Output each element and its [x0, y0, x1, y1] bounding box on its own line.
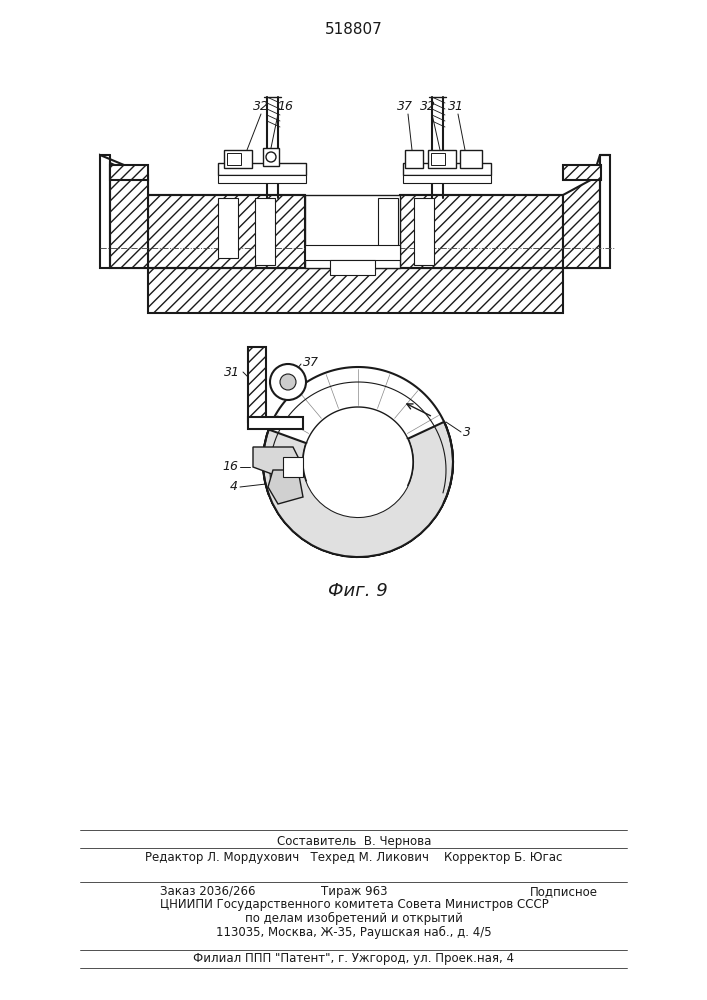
Bar [414, 198, 434, 265]
Bar [148, 268, 563, 313]
Bar [248, 417, 303, 429]
Polygon shape [268, 470, 303, 504]
Text: 31: 31 [448, 100, 464, 113]
Text: ЦНИИПИ Государственного комитета Совета Министров СССР: ЦНИИПИ Государственного комитета Совета … [160, 898, 549, 911]
Bar [305, 195, 400, 268]
Text: 16: 16 [277, 100, 293, 113]
Text: Заказ 2036/266: Заказ 2036/266 [160, 885, 255, 898]
Text: 16: 16 [222, 460, 238, 474]
Bar [403, 175, 491, 183]
Text: 37: 37 [303, 356, 319, 368]
Text: 32: 32 [253, 100, 269, 113]
Bar [218, 198, 238, 258]
Polygon shape [110, 163, 148, 268]
Bar [218, 163, 306, 175]
Text: 518807: 518807 [325, 22, 383, 37]
Text: по делам изобретений и открытий: по делам изобретений и открытий [245, 912, 463, 925]
Text: Филиал ППП "Патент", г. Ужгород, ул. Проек.ная, 4: Филиал ППП "Патент", г. Ужгород, ул. Про… [194, 952, 515, 965]
Bar [330, 260, 375, 275]
Polygon shape [400, 195, 563, 268]
Bar [403, 163, 491, 175]
Polygon shape [253, 447, 303, 480]
Wedge shape [263, 422, 453, 557]
Text: Фиг. 9: Фиг. 9 [328, 582, 388, 600]
Text: Составитель  В. Чернова: Составитель В. Чернова [277, 835, 431, 848]
Bar [283, 457, 303, 477]
Text: 4: 4 [230, 481, 238, 493]
Bar [405, 150, 423, 168]
Bar [255, 198, 275, 265]
Text: Редактор Л. Мордухович   Техред М. Ликович    Корректор Б. Югас: Редактор Л. Мордухович Техред М. Ликович… [146, 851, 563, 864]
Bar [431, 153, 445, 165]
Bar [227, 153, 241, 165]
Bar [563, 165, 601, 180]
Polygon shape [100, 155, 148, 268]
Text: Тираж 963: Тираж 963 [321, 885, 387, 898]
Wedge shape [303, 439, 413, 517]
Bar [428, 150, 456, 168]
Wedge shape [263, 422, 453, 557]
Circle shape [280, 374, 296, 390]
Bar [224, 150, 252, 168]
Text: 37: 37 [397, 100, 413, 113]
Polygon shape [563, 175, 600, 268]
Polygon shape [563, 155, 610, 268]
Bar [263, 148, 279, 166]
Circle shape [270, 364, 306, 400]
Bar [305, 245, 400, 260]
Bar [378, 198, 398, 258]
Text: 32: 32 [420, 100, 436, 113]
Bar [110, 165, 148, 180]
Text: 31: 31 [224, 365, 240, 378]
Text: Подписное: Подписное [530, 885, 598, 898]
Text: 3: 3 [463, 426, 471, 438]
Text: 113035, Москва, Ж-35, Раушская наб., д. 4/5: 113035, Москва, Ж-35, Раушская наб., д. … [216, 926, 492, 939]
Bar [248, 347, 266, 422]
Bar [460, 150, 482, 168]
Polygon shape [148, 195, 305, 268]
Circle shape [266, 152, 276, 162]
Bar [218, 175, 306, 183]
